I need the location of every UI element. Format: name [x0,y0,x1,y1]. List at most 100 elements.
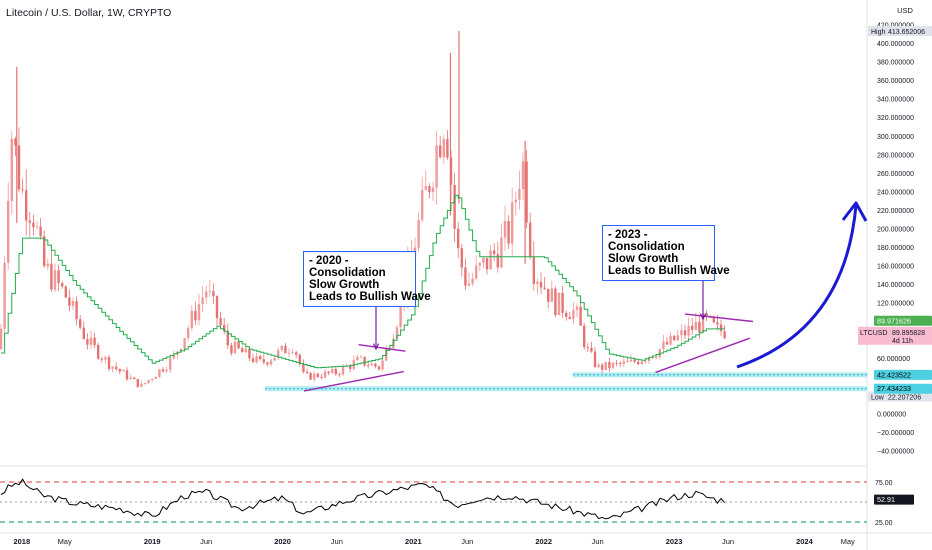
candle-body [374,363,377,367]
candle-body [489,250,492,270]
candle-body [601,364,604,370]
candle-body [421,190,424,220]
symbol-badge-bg [858,326,932,345]
candle-body [280,345,283,351]
candle-body [212,291,215,297]
candle-body [698,321,701,333]
candle-body [356,356,359,361]
candle-body [169,358,172,370]
price-tick-label: 320.000000 [877,115,914,122]
candle-body [622,361,625,364]
price-tick-label: 220.000000 [877,208,914,215]
candle-body [694,321,697,331]
candle-body [14,138,17,146]
candle-body [687,325,690,336]
candle-body [712,316,715,323]
candle-body [89,337,93,345]
candle-body [136,379,139,387]
candle-body [21,189,24,191]
annotation-2023[interactable]: - 2023 - Consolidation Slow Growth Leads… [602,225,730,281]
candle-body [367,365,370,367]
candle-body [57,270,60,284]
price-tick-label: 180.000000 [877,245,914,252]
rsi-tick-label: 75.00 [875,480,893,487]
candle-body [295,352,298,355]
price-tick-label: 120.000000 [877,300,914,307]
candle-body [428,186,431,193]
candle-body [467,283,471,286]
projection-arrow [736,204,858,369]
candle-body [244,348,247,353]
candle-body [255,356,258,363]
candle-body [39,226,42,237]
candle-body [25,190,28,221]
candle-body [673,335,676,341]
annotation-2023-arrow-head [699,313,707,321]
high-badge-value: 413.652006 [888,29,925,36]
candle-body [669,335,672,345]
candle-body [331,368,334,373]
support-badge-2: 27.434233 [877,384,911,393]
candle-body [205,291,208,298]
candle-body [161,369,165,372]
annotation-2020[interactable]: - 2020 - Consolidation Slow Growth Leads… [303,251,431,307]
candle-body [68,297,71,306]
candle-body [399,303,402,328]
candle-body [129,377,132,380]
candle-body [165,369,168,372]
last-price-badge-bg [874,315,932,326]
time-tick-label: Jun [592,537,604,546]
price-tick-label: 160.000000 [877,263,914,270]
candle-body [147,379,150,384]
candle-body [590,347,593,352]
candle-body [7,200,10,263]
candle-body [10,138,13,201]
candle-body [611,362,615,369]
candle-body [475,265,478,279]
time-tick-label: May [841,537,855,546]
candle-body [482,257,485,264]
candle-body [154,376,157,379]
candle-body [619,362,622,364]
time-tick-label: 2019 [144,537,161,546]
candle-body [248,348,251,359]
candle-body [334,368,337,375]
candle-body [3,262,6,329]
candle-body [637,361,640,365]
trendline-2023-upper [685,313,754,323]
time-tick-label: 2022 [535,537,552,546]
candle-body [424,186,427,191]
candle-body [201,297,204,305]
candle-body [500,237,503,268]
trendline-2020-lower [303,370,404,392]
candle-body [104,357,107,360]
candle-body [71,301,75,306]
candle-body [691,325,694,331]
candle-body [485,257,489,270]
candle-body [151,378,154,380]
price-tick-label: 60.000000 [877,356,910,363]
candle-body [172,354,175,359]
candle-body [593,351,597,368]
time-tick-label: 2020 [274,537,291,546]
candle-body [568,316,571,319]
candle-body [190,310,193,329]
low-badge-bg [868,391,932,402]
candle-body [525,161,528,223]
candle-body [309,372,312,380]
candle-body [233,341,237,354]
candle-body [277,350,280,358]
candle-body [291,352,294,354]
prev-price-value: 89.895828 [892,330,925,337]
ema-line [1,194,725,369]
candle-body [43,236,46,267]
candle-body [363,356,366,366]
candle-body [608,361,611,369]
countdown-label: 4d 11h [892,338,913,345]
candle-body [349,365,352,369]
candle-body [208,291,211,292]
candle-body [579,306,582,326]
candle-body [561,292,564,313]
